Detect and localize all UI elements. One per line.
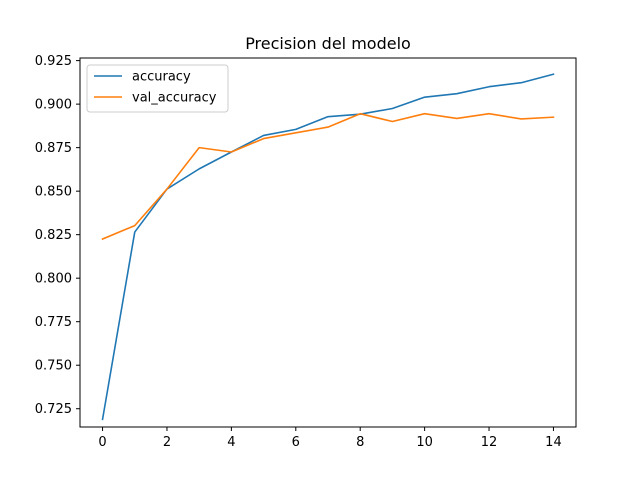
- y-tick-label: 0.875: [35, 141, 72, 156]
- data-point: [327, 116, 329, 118]
- data-point: [488, 86, 490, 88]
- data-point: [488, 113, 490, 115]
- data-point: [424, 113, 426, 115]
- data-point: [424, 96, 426, 98]
- y-tick-label: 0.800: [35, 272, 72, 287]
- data-point: [456, 118, 458, 120]
- data-point: [553, 116, 555, 118]
- chart-title: Precision del modelo: [245, 34, 411, 53]
- series-line-val-accuracy: [101, 112, 555, 241]
- data-point: [520, 118, 522, 120]
- data-point: [166, 188, 168, 190]
- y-axis: 0.725 0.750 0.775 0.800 0.825 0.850 0.875 0.900…: [35, 54, 80, 417]
- legend-box: [86, 64, 229, 113]
- data-point: [102, 419, 104, 421]
- x-tick-label: 14: [545, 435, 562, 450]
- x-tick-label: 6: [292, 435, 300, 450]
- data-point: [134, 225, 136, 227]
- data-point: [102, 238, 104, 240]
- legend: accuracy val_accuracy: [86, 64, 229, 113]
- data-point: [520, 82, 522, 84]
- y-tick-label: 0.900: [35, 98, 72, 113]
- x-tick-label: 8: [356, 435, 364, 450]
- y-tick-label: 0.750: [35, 359, 72, 374]
- data-point: [263, 135, 265, 137]
- data-point: [263, 138, 265, 140]
- y-tick-label: 0.775: [35, 315, 72, 330]
- y-tick-label: 0.825: [35, 228, 72, 243]
- data-point: [456, 93, 458, 95]
- x-tick-label: 10: [416, 435, 433, 450]
- data-point: [295, 129, 297, 131]
- series-line-accuracy: [101, 73, 555, 421]
- x-axis: 0 2 4 6 8 10 12 14: [98, 427, 562, 450]
- data-point: [392, 121, 394, 123]
- x-tick-label: 4: [227, 435, 235, 450]
- data-point: [359, 113, 361, 115]
- data-point: [295, 132, 297, 134]
- data-point: [134, 231, 136, 233]
- y-tick-label: 0.850: [35, 185, 72, 200]
- data-point: [231, 151, 233, 153]
- data-point: [392, 108, 394, 110]
- x-tick-label: 2: [163, 435, 171, 450]
- legend-label: val_accuracy: [132, 91, 217, 106]
- y-tick-label: 0.725: [35, 402, 72, 417]
- data-point: [198, 147, 200, 149]
- y-tick-label: 0.925: [35, 54, 72, 69]
- data-point: [198, 168, 200, 170]
- x-tick-label: 12: [481, 435, 498, 450]
- data-point: [327, 126, 329, 128]
- series-layer: [101, 73, 555, 421]
- data-point: [553, 73, 555, 75]
- axes-frame: [79, 57, 577, 428]
- legend-label: accuracy: [132, 70, 191, 85]
- x-tick-label: 0: [98, 435, 106, 450]
